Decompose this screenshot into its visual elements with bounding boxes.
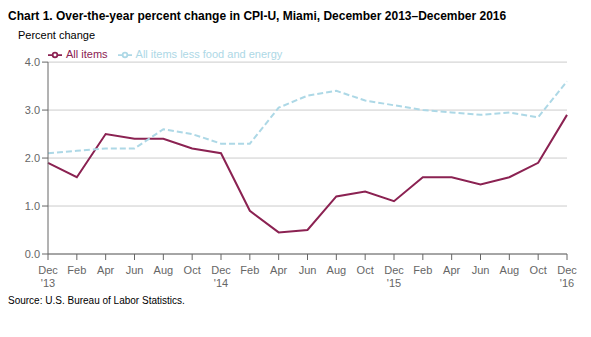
svg-text:Aug: Aug xyxy=(500,264,520,276)
svg-text:Apr: Apr xyxy=(270,264,287,276)
svg-text:4.0: 4.0 xyxy=(25,56,40,68)
svg-text:Dec'13: Dec'13 xyxy=(38,264,58,289)
svg-text:3.0: 3.0 xyxy=(25,104,40,116)
html-text:Chart 1. Over-the-year percent: Chart 1. Over-the-year percent change in… xyxy=(8,9,507,23)
svg-text:Apr: Apr xyxy=(97,264,114,276)
svg-text:Dec'14: Dec'14 xyxy=(211,264,231,289)
svg-text:Oct: Oct xyxy=(184,264,201,276)
svg-text:Jun: Jun xyxy=(472,264,490,276)
html-text:All items less food and energy: All items less food and energy xyxy=(135,48,283,60)
svg-text:Aug: Aug xyxy=(154,264,174,276)
svg-text:Aug: Aug xyxy=(327,264,347,276)
svg-text:0.0: 0.0 xyxy=(25,248,40,260)
svg-text:Jun: Jun xyxy=(126,264,144,276)
html-text:Percent change: Percent change xyxy=(18,29,96,41)
svg-text:Apr: Apr xyxy=(443,264,460,276)
html-text:Source: U.S. Bureau of Labor S: Source: U.S. Bureau of Labor Statistics. xyxy=(8,295,185,306)
svg-text:Dec'15: Dec'15 xyxy=(384,264,404,289)
html-text:All items: All items xyxy=(66,48,108,60)
svg-text:Jun: Jun xyxy=(299,264,317,276)
svg-text:Feb: Feb xyxy=(240,264,259,276)
svg-text:Oct: Oct xyxy=(530,264,547,276)
svg-text:Feb: Feb xyxy=(67,264,86,276)
svg-text:Dec'16: Dec'16 xyxy=(557,264,577,289)
svg-text:2.0: 2.0 xyxy=(25,152,40,164)
svg-text:1.0: 1.0 xyxy=(25,200,40,212)
svg-text:Feb: Feb xyxy=(413,264,432,276)
svg-text:Oct: Oct xyxy=(357,264,374,276)
